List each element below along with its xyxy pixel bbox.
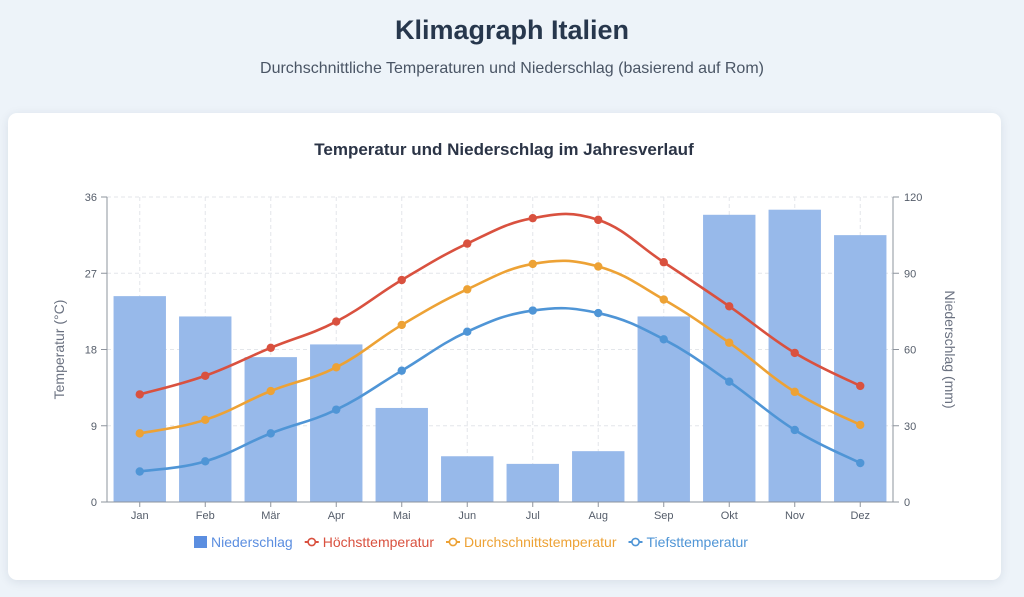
series-point-avg[interactable] [463,285,472,294]
series-point-max[interactable] [463,239,472,248]
series-line-min[interactable] [139,306,861,473]
series-line-max[interactable] [139,212,861,396]
legend-swatch [194,536,207,548]
climate-chart: Temperatur und Niederschlag im Jahresver… [51,140,958,550]
series-point-avg[interactable] [266,386,275,396]
series-point-avg[interactable] [725,338,734,347]
precip-bar[interactable] [637,316,690,502]
x-tick-label: Feb [196,510,215,522]
precip-bar[interactable] [506,463,559,502]
precip-bar[interactable] [375,407,428,502]
series-point-min[interactable] [463,327,472,336]
y-right-tick-label: 0 [904,497,910,509]
chart-card: Temperatur und Niederschlag im Jahresver… [8,113,1001,580]
series-point-min[interactable] [135,467,144,476]
series-point-min[interactable] [332,405,341,414]
legend-item[interactable]: Durchschnittstemperatur [446,534,617,550]
x-tick-label: Sep [654,510,674,522]
x-tick-label: Mär [261,510,280,522]
series-point-min[interactable] [856,458,865,468]
y-left-tick-label: 9 [91,421,97,433]
y-left-axis-title: Temperatur (°C) [51,300,67,400]
x-tick-label: Nov [785,510,805,522]
series-point-avg[interactable] [201,415,210,425]
series-point-avg[interactable] [856,420,865,430]
x-tick-label: Dez [850,510,870,522]
page-subtitle: Durchschnittliche Temperaturen und Niede… [260,60,764,77]
line-layer [135,212,865,476]
legend-label: Niederschlag [211,534,293,550]
legend-marker [631,537,640,547]
series-point-max[interactable] [397,275,406,285]
series-point-max[interactable] [725,302,734,311]
y-right-tick-label: 30 [904,421,916,433]
legend-label: Durchschnittstemperatur [464,534,617,550]
series-point-min[interactable] [397,366,406,375]
y-left-tick-label: 0 [91,497,97,509]
legend-item[interactable]: Höchsttemperatur [304,534,435,550]
precip-bar[interactable] [441,456,494,502]
legend-item[interactable]: Niederschlag [194,534,293,550]
precip-bar[interactable] [572,451,625,502]
axis-layer: 0 9 18 27 36 0 30 60 90 120 Jan Feb Mär Apr Mai Jun Jul A… [51,192,958,522]
series-point-max[interactable] [856,381,865,391]
legend[interactable]: Niederschlag Höchsttemperatur Durchschnitt… [194,534,748,550]
series-point-max[interactable] [790,348,799,358]
precip-bar[interactable] [703,214,756,502]
series-point-avg[interactable] [790,387,799,397]
y-right-tick-label: 120 [904,192,922,204]
page-title: Klimagraph Italien [394,15,630,45]
series-point-avg[interactable] [528,259,537,269]
y-left-tick-label: 18 [85,345,97,357]
series-point-max[interactable] [659,258,668,267]
x-tick-label: Jul [526,510,540,522]
precip-bar[interactable] [834,235,887,502]
x-tick-label: Mai [393,510,411,522]
series-point-avg[interactable] [659,295,668,304]
x-tick-label: Jun [458,510,476,522]
series-point-max[interactable] [594,215,603,225]
precip-bar[interactable] [179,316,232,502]
legend-marker [307,537,317,547]
series-point-min[interactable] [266,429,275,438]
series-point-max[interactable] [201,371,210,380]
series-point-max[interactable] [528,213,537,223]
series-point-max[interactable] [135,390,144,399]
series-point-min[interactable] [594,308,603,318]
bar-layer [113,209,887,502]
legend-label: Höchsttemperatur [323,534,435,550]
y-right-axis-title: Niederschlag (mm) [942,290,958,408]
series-point-avg[interactable] [135,429,144,438]
series-point-avg[interactable] [332,363,341,372]
legend-item[interactable]: Tiefsttemperatur [628,534,749,550]
series-point-max[interactable] [332,317,341,326]
x-tick-label: Aug [588,510,608,522]
y-right-tick-label: 60 [904,345,916,357]
y-left-tick-label: 36 [85,192,97,204]
series-point-min[interactable] [790,425,799,435]
series-point-min[interactable] [201,457,210,466]
x-tick-label: Apr [328,510,345,522]
legend-label: Tiefsttemperatur [647,534,749,550]
x-tick-label: Okt [721,510,738,522]
series-line-avg[interactable] [139,259,861,435]
legend-marker [448,537,458,547]
chart-title: Temperatur und Niederschlag im Jahresver… [314,140,694,159]
x-tick-label: Jan [131,510,149,522]
y-right-tick-label: 90 [904,268,916,280]
series-point-min[interactable] [528,306,537,315]
series-point-min[interactable] [725,377,734,386]
series-point-max[interactable] [266,343,275,353]
series-point-min[interactable] [659,335,668,344]
series-point-avg[interactable] [594,262,603,271]
y-left-tick-label: 27 [85,268,97,280]
series-point-avg[interactable] [397,320,406,330]
